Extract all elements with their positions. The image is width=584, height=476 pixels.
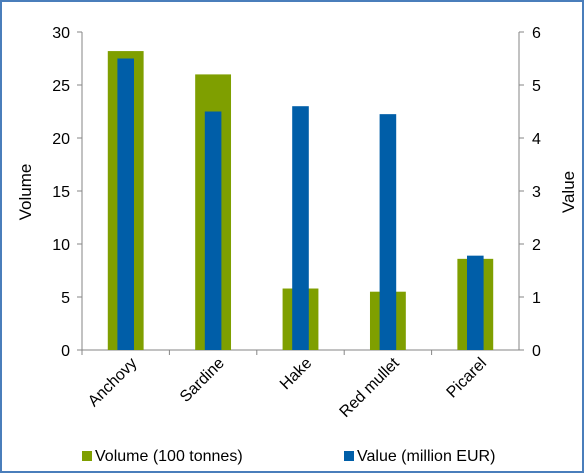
y2-tick-label: 3: [532, 184, 541, 201]
y-tick-label: 15: [52, 184, 70, 201]
y-tick-label: 10: [52, 237, 70, 254]
value-bar: [292, 106, 309, 350]
y-axis-title: Volume: [16, 164, 35, 221]
y-tick-label: 30: [52, 25, 70, 42]
y2-tick-label: 1: [532, 290, 541, 307]
x-tick-label: Sardine: [177, 355, 228, 406]
legend: Volume (100 tonnes) Value (million EUR): [82, 448, 495, 465]
legend-label: Value (million EUR): [357, 448, 495, 465]
value-bar: [379, 114, 397, 351]
y2-tick-label: 5: [532, 78, 541, 95]
legend-label: Volume (100 tonnes): [95, 448, 243, 465]
plot-area: 0 5 10 15 20 25 30 0 1 2 3 4 5 6 Anchovy Sardine Hake Red…: [52, 25, 541, 421]
y2-tick-label: 4: [532, 131, 541, 148]
x-tick-label: Red mullet: [337, 354, 403, 420]
chart-svg: 0 5 10 15 20 25 30 0 1 2 3 4 5 6 Anchovy Sardine Hake Red…: [16, 25, 578, 465]
value-bar: [117, 58, 135, 350]
y2-tick-label: 2: [532, 237, 541, 254]
y2-tick-label: 6: [532, 25, 541, 42]
y-tick-label: 5: [61, 290, 70, 307]
y-tick-label: 20: [52, 131, 70, 148]
value-bar: [466, 255, 484, 350]
legend-swatch: [82, 451, 92, 461]
y-tick-label: 0: [61, 343, 70, 360]
x-tick-label: Picarel: [444, 355, 491, 402]
y2-axis-title: Value: [559, 171, 578, 213]
y-tick-label: 25: [52, 78, 70, 95]
legend-swatch: [344, 451, 354, 461]
value-bar: [204, 111, 222, 350]
x-tick-label: Hake: [277, 355, 316, 394]
y2-tick-label: 0: [532, 343, 541, 360]
x-tick-label: Anchovy: [85, 355, 140, 410]
